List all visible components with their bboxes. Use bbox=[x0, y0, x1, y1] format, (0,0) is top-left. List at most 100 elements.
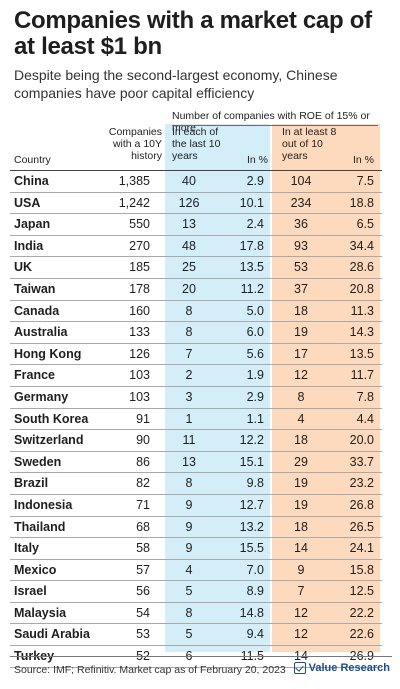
table-row: South Korea 91 1 1.1 4 4.4 bbox=[0, 409, 400, 431]
checkmark-box-icon bbox=[293, 662, 306, 674]
table-row: Germany 103 3 2.9 8 7.8 bbox=[0, 387, 400, 409]
cell-eight-of-ten: 7 bbox=[297, 584, 305, 599]
cell-companies: 68 bbox=[136, 519, 150, 534]
cell-eight-of-ten-pct: 11.7 bbox=[350, 368, 374, 383]
cell-country: Italy bbox=[14, 541, 40, 556]
cell-country: Thailand bbox=[14, 519, 66, 534]
cell-eight-of-ten: 37 bbox=[294, 281, 308, 296]
cell-country: Israel bbox=[14, 584, 47, 599]
row-divider bbox=[10, 364, 382, 366]
cell-each-year: 9 bbox=[185, 541, 193, 556]
cell-eight-of-ten-pct: 28.6 bbox=[349, 260, 374, 275]
cell-each-year: 2 bbox=[185, 368, 193, 383]
header-each-year: In each of the last 10 years bbox=[172, 126, 221, 162]
cell-country: Saudi Arabia bbox=[14, 627, 90, 642]
cell-companies: 103 bbox=[129, 389, 150, 404]
header-companies: Companies with a 10Y history bbox=[108, 126, 162, 162]
cell-eight-of-ten: 18 bbox=[294, 519, 308, 534]
table-row: UK 185 25 13.5 53 28.6 bbox=[0, 257, 400, 279]
cell-each-year: 4 bbox=[185, 562, 193, 577]
header-rule bbox=[10, 170, 382, 171]
cell-each-year-pct: 5.6 bbox=[246, 346, 264, 361]
cell-eight-of-ten-pct: 7.5 bbox=[356, 174, 374, 188]
cell-companies: 82 bbox=[136, 476, 150, 491]
cell-each-year-pct: 5.0 bbox=[246, 303, 264, 318]
cell-each-year: 9 bbox=[185, 519, 193, 534]
table-row: Hong Kong 126 7 5.6 17 13.5 bbox=[0, 344, 400, 366]
cell-eight-of-ten-pct: 18.8 bbox=[349, 195, 374, 210]
cell-eight-of-ten-pct: 22.6 bbox=[349, 627, 374, 642]
cell-each-year: 25 bbox=[182, 260, 196, 275]
row-divider bbox=[10, 515, 382, 517]
cell-each-year-pct: 2.4 bbox=[246, 217, 264, 232]
cell-each-year-pct: 13.2 bbox=[239, 519, 264, 534]
table-row: France 103 2 1.9 12 11.7 bbox=[0, 365, 400, 387]
row-divider bbox=[10, 601, 382, 603]
cell-each-year: 8 bbox=[185, 476, 193, 491]
cell-each-year-pct: 9.4 bbox=[246, 627, 264, 642]
cell-companies: 56 bbox=[136, 584, 150, 599]
table-row: Saudi Arabia 53 5 9.4 12 22.6 bbox=[0, 624, 400, 647]
group-header-rule bbox=[172, 125, 378, 126]
cell-country: Malaysia bbox=[14, 605, 67, 620]
row-divider bbox=[10, 234, 382, 236]
row-divider bbox=[10, 191, 382, 193]
row-divider bbox=[10, 645, 382, 647]
cell-companies: 126 bbox=[129, 346, 150, 361]
cell-each-year: 1 bbox=[185, 411, 193, 426]
cell-each-year-pct: 8.9 bbox=[246, 584, 264, 599]
cell-each-year-pct: 15.5 bbox=[239, 541, 264, 556]
cell-companies: 86 bbox=[136, 454, 150, 469]
table-row: Sweden 86 13 15.1 29 33.7 bbox=[0, 452, 400, 474]
table-row: USA 1,242 126 10.1 234 18.8 bbox=[0, 193, 400, 215]
cell-eight-of-ten: 14 bbox=[294, 541, 308, 556]
chart-subtitle: Despite being the second-largest economy… bbox=[14, 67, 338, 101]
cell-each-year-pct: 12.2 bbox=[239, 433, 264, 448]
cell-each-year-pct: 1.1 bbox=[246, 411, 264, 426]
header-eight-of-ten: In at least 8 out of 10 years bbox=[282, 126, 337, 162]
each-year-column-band bbox=[165, 124, 270, 652]
cell-eight-of-ten-pct: 20.0 bbox=[349, 433, 374, 448]
cell-each-year: 3 bbox=[185, 389, 193, 404]
cell-eight-of-ten-pct: 12.5 bbox=[349, 584, 374, 599]
cell-eight-of-ten-pct: 23.2 bbox=[349, 476, 374, 491]
cell-companies: 58 bbox=[136, 541, 150, 556]
table-row: Mexico 57 4 7.0 9 15.8 bbox=[0, 560, 400, 582]
cell-companies: 71 bbox=[136, 497, 150, 512]
table-row: Japan 550 13 2.4 36 6.5 bbox=[0, 214, 400, 236]
cell-eight-of-ten: 12 bbox=[294, 627, 308, 642]
table-row: India 270 48 17.8 93 34.4 bbox=[0, 236, 400, 258]
table-row: Italy 58 9 15.5 14 24.1 bbox=[0, 538, 400, 560]
cell-eight-of-ten: 12 bbox=[294, 368, 308, 383]
cell-each-year: 5 bbox=[185, 584, 193, 599]
row-divider bbox=[10, 472, 382, 474]
cell-each-year-pct: 12.7 bbox=[239, 497, 264, 512]
cell-country: Canada bbox=[14, 303, 60, 318]
cell-country: Indonesia bbox=[14, 497, 73, 512]
cell-country: Mexico bbox=[14, 562, 57, 577]
cell-each-year-pct: 10.1 bbox=[239, 195, 264, 210]
cell-country: India bbox=[14, 238, 44, 253]
cell-eight-of-ten-pct: 26.5 bbox=[349, 519, 374, 534]
table-row: Switzerland 90 11 12.2 18 20.0 bbox=[0, 430, 400, 452]
row-divider bbox=[10, 321, 382, 323]
cell-eight-of-ten: 29 bbox=[294, 454, 308, 469]
table-row: Brazil 82 8 9.8 19 23.2 bbox=[0, 473, 400, 495]
cell-companies: 270 bbox=[129, 238, 150, 253]
source-note: Source: IMF; Refinitiv. Market cap as of… bbox=[14, 664, 286, 676]
cell-eight-of-ten: 234 bbox=[290, 195, 312, 210]
cell-eight-of-ten-pct: 4.4 bbox=[356, 411, 374, 426]
cell-eight-of-ten-pct: 24.1 bbox=[349, 541, 374, 556]
chart-title: Companies with a market cap of at least … bbox=[14, 7, 372, 60]
table-row: Taiwan 178 20 11.2 37 20.8 bbox=[0, 279, 400, 301]
row-divider bbox=[10, 537, 382, 539]
cell-companies: 550 bbox=[129, 217, 150, 232]
cell-companies: 1,385 bbox=[118, 174, 150, 188]
row-divider bbox=[10, 623, 382, 625]
footer-rule bbox=[10, 656, 392, 657]
cell-companies: 90 bbox=[136, 433, 150, 448]
brand-logo: Value Research bbox=[293, 662, 390, 674]
cell-eight-of-ten: 8 bbox=[297, 389, 305, 404]
cell-each-year: 13 bbox=[182, 454, 196, 469]
cell-eight-of-ten-pct: 26.8 bbox=[349, 497, 374, 512]
